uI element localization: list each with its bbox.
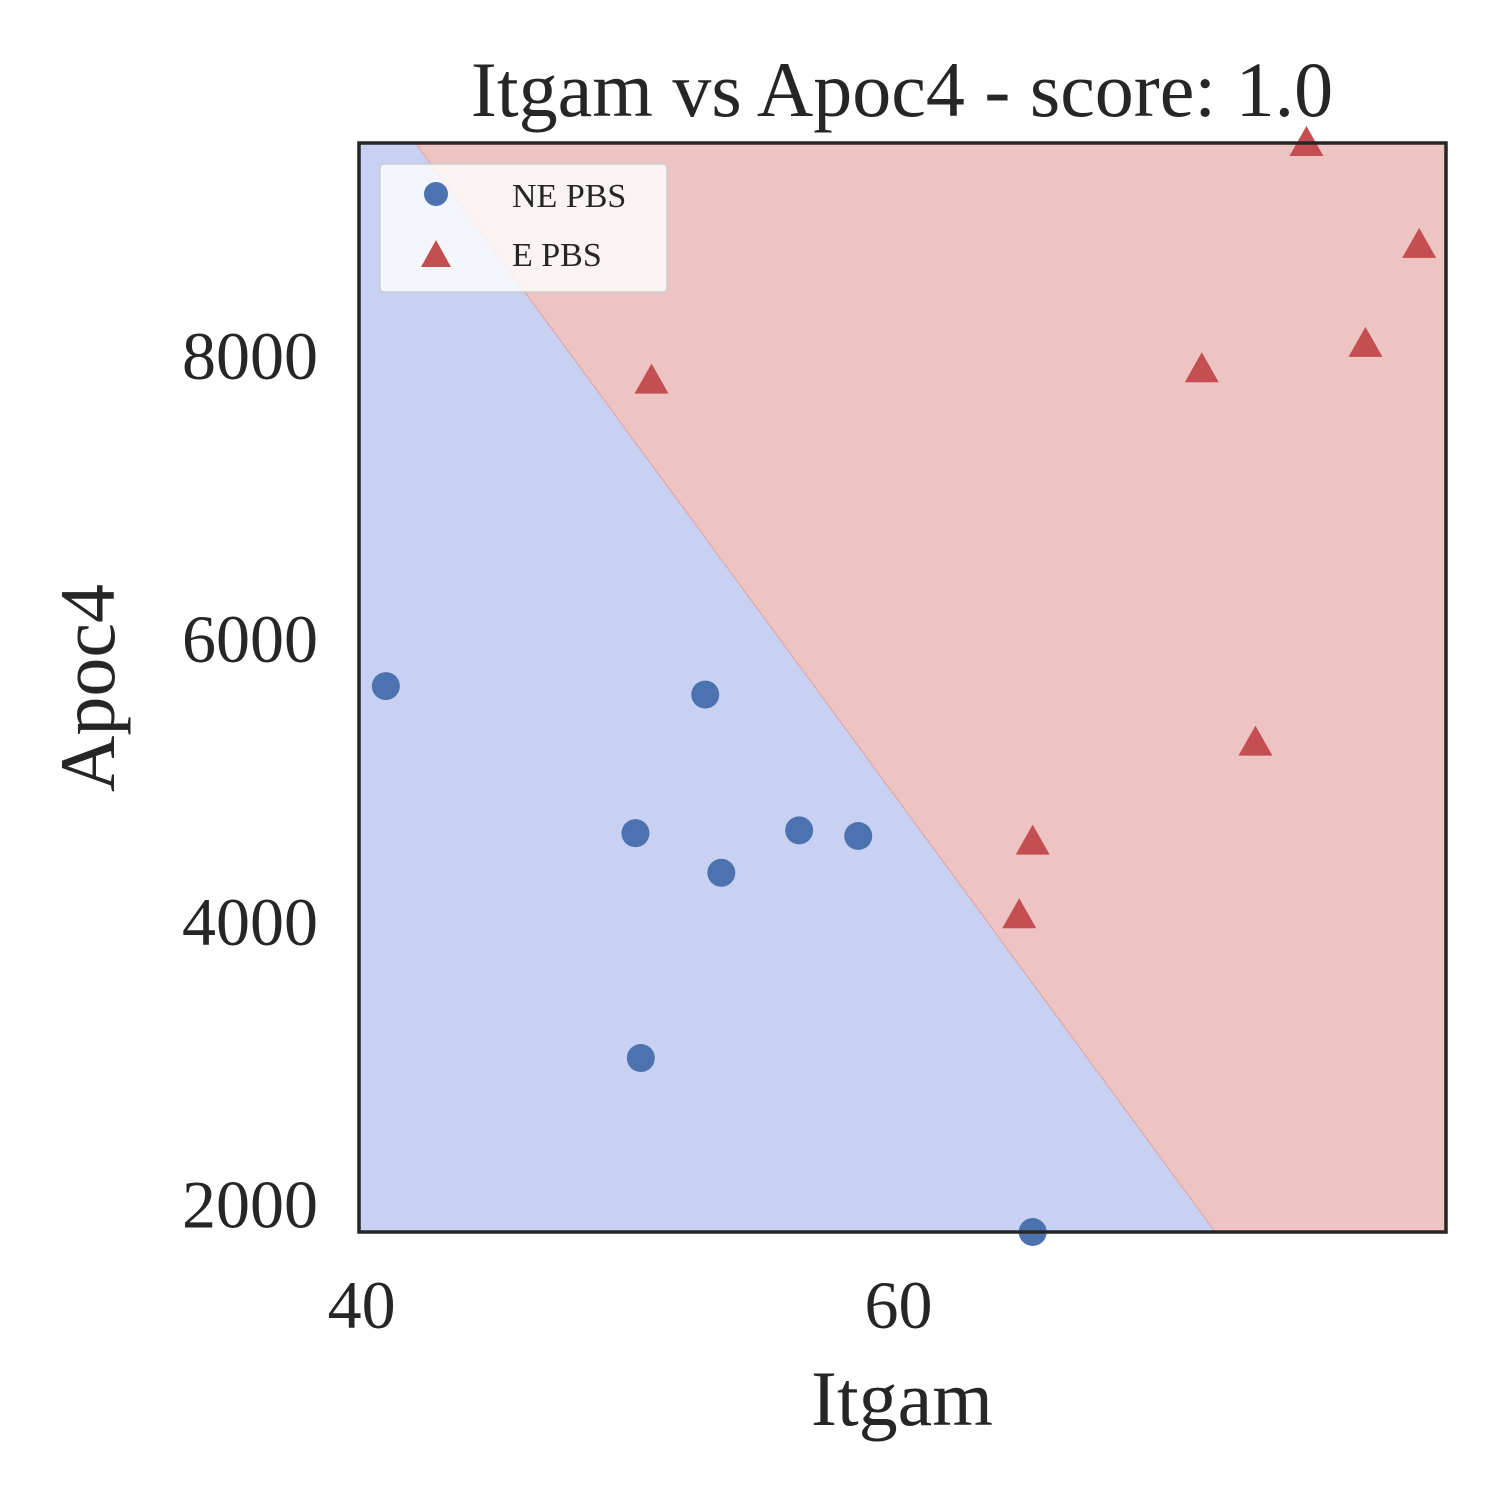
- plot-frame: [357, 141, 1448, 1234]
- decision-boundary: [414, 143, 1216, 1232]
- legend-marker-ne-pbs: [424, 182, 448, 206]
- x-tick-label-60: 60: [864, 1267, 932, 1343]
- legend-label-ne-pbs: NE PBS: [512, 178, 626, 215]
- chart-title: Itgam vs Apoc4 - score: 1.0: [471, 46, 1333, 133]
- point-ne-pbs-1: [371, 672, 400, 701]
- point-e-pbs-7: [1348, 326, 1383, 357]
- legend-label-e-pbs: E PBS: [512, 237, 602, 274]
- x-axis-ticks: 40 60: [328, 1267, 933, 1343]
- data-points: [371, 126, 1437, 1246]
- point-ne-pbs-5: [707, 858, 736, 887]
- point-ne-pbs-2: [621, 819, 650, 848]
- y-axis-ticks: 2000 4000 6000 8000: [182, 318, 318, 1243]
- point-ne-pbs-6: [785, 816, 814, 845]
- point-ne-pbs-3: [626, 1044, 655, 1073]
- legend: NE PBS E PBS: [379, 163, 668, 293]
- point-ne-pbs-7: [844, 822, 873, 850]
- point-e-pbs-8: [1402, 227, 1437, 258]
- decision-regions: [359, 143, 1446, 1232]
- point-e-pbs-2: [1002, 898, 1037, 929]
- point-e-pbs-4: [1184, 352, 1219, 383]
- y-tick-label-2000: 2000: [182, 1167, 318, 1243]
- x-tick-label-40: 40: [328, 1267, 396, 1343]
- legend-marker-e-pbs: [421, 240, 451, 267]
- y-axis-label: Apoc4: [44, 584, 131, 792]
- region-e: [415, 143, 1446, 1232]
- legend-box: [379, 163, 668, 293]
- point-e-pbs-6: [1289, 126, 1324, 156]
- point-ne-pbs-4: [691, 680, 720, 709]
- point-e-pbs-3: [1015, 824, 1050, 855]
- point-e-pbs-5: [1238, 725, 1273, 756]
- x-axis-label: Itgam: [811, 1355, 993, 1442]
- y-tick-label-4000: 4000: [182, 884, 318, 960]
- y-tick-label-6000: 6000: [182, 601, 318, 677]
- y-tick-label-8000: 8000: [182, 318, 318, 394]
- point-e-pbs-1: [634, 363, 669, 394]
